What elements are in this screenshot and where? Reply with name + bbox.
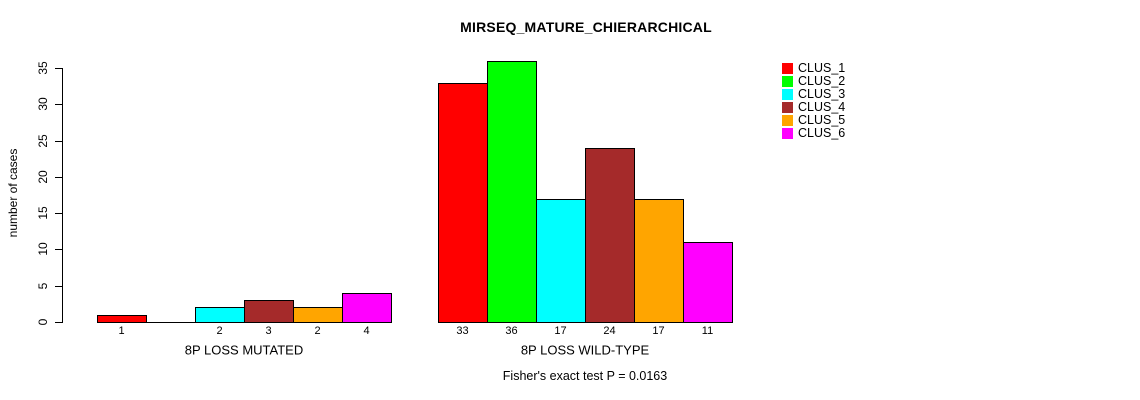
y-tick xyxy=(55,141,62,142)
legend-swatch-clus_5 xyxy=(782,115,793,126)
legend-swatch-clus_4 xyxy=(782,102,793,113)
bar-clus_5-group1 xyxy=(293,307,343,323)
bar-value-label: 24 xyxy=(603,325,616,337)
x-group-label: 8P LOSS WILD-TYPE xyxy=(520,342,650,358)
y-tick-label: 20 xyxy=(36,170,50,184)
legend-label: CLUS_1 xyxy=(798,61,846,75)
y-tick xyxy=(55,177,62,178)
bar-clus_6-group2 xyxy=(683,242,733,323)
y-tick xyxy=(55,68,62,69)
bar-value-label: 3 xyxy=(265,325,272,337)
legend-item-clus_1: CLUS_1 xyxy=(782,62,845,75)
bar-clus_1-group2 xyxy=(438,83,488,323)
legend-label: CLUS_3 xyxy=(798,87,846,101)
y-tick xyxy=(55,104,62,105)
legend-label: CLUS_5 xyxy=(798,113,846,127)
legend-swatch-clus_2 xyxy=(782,76,793,87)
bar-value-label: 2 xyxy=(216,325,223,337)
annotation-fisher-test: Fisher's exact test P = 0.0163 xyxy=(502,369,668,383)
y-tick-label: 30 xyxy=(36,97,50,111)
y-tick-label: 25 xyxy=(36,134,50,148)
bar-clus_4-group1 xyxy=(244,300,294,323)
y-axis-line xyxy=(62,68,63,323)
bar-value-label: 17 xyxy=(554,325,567,337)
legend-label: CLUS_4 xyxy=(798,100,846,114)
legend-swatch-clus_3 xyxy=(782,89,793,100)
legend-item-clus_3: CLUS_3 xyxy=(782,88,845,101)
y-tick-label: 10 xyxy=(36,242,50,256)
bar-value-label: 2 xyxy=(314,325,321,337)
y-tick-label: 15 xyxy=(36,206,50,220)
legend: CLUS_1 CLUS_2 CLUS_3 CLUS_4 CLUS_5 CLUS_6 xyxy=(782,62,845,140)
legend-item-clus_5: CLUS_5 xyxy=(782,114,845,127)
y-tick xyxy=(55,322,62,323)
legend-swatch-clus_6 xyxy=(782,128,793,139)
bar-value-label: 36 xyxy=(505,325,518,337)
y-tick-label: 35 xyxy=(36,61,50,75)
bar-clus_6-group1 xyxy=(342,293,392,323)
legend-label: CLUS_2 xyxy=(798,74,846,88)
bar-clus_2-group2 xyxy=(487,61,537,323)
bar-clus_3-group2 xyxy=(536,199,586,323)
x-group-label: 8P LOSS MUTATED xyxy=(184,342,304,358)
bar-clus_3-group1 xyxy=(195,307,245,323)
zero-bar-clus_2-group1 xyxy=(146,322,196,323)
legend-item-clus_2: CLUS_2 xyxy=(782,75,845,88)
legend-swatch-clus_1 xyxy=(782,63,793,74)
bar-value-label: 4 xyxy=(363,325,370,337)
bar-value-label: 11 xyxy=(701,325,714,337)
bar-clus_5-group2 xyxy=(634,199,684,323)
y-tick xyxy=(55,249,62,250)
y-tick-label: 5 xyxy=(36,282,50,290)
y-tick xyxy=(55,286,62,287)
bar-clus_4-group2 xyxy=(585,148,635,323)
bar-clus_1-group1 xyxy=(97,315,147,323)
legend-item-clus_6: CLUS_6 xyxy=(782,127,845,140)
y-axis-label: number of cases xyxy=(6,148,20,238)
y-tick-label: 0 xyxy=(36,318,50,326)
legend-item-clus_4: CLUS_4 xyxy=(782,101,845,114)
bar-value-label: 33 xyxy=(456,325,469,337)
y-tick xyxy=(55,213,62,214)
bar-value-label: 1 xyxy=(118,325,125,337)
chart-title: MIRSEQ_MATURE_CHIERARCHICAL xyxy=(460,19,712,35)
legend-label: CLUS_6 xyxy=(798,126,846,140)
bar-value-label: 17 xyxy=(652,325,665,337)
